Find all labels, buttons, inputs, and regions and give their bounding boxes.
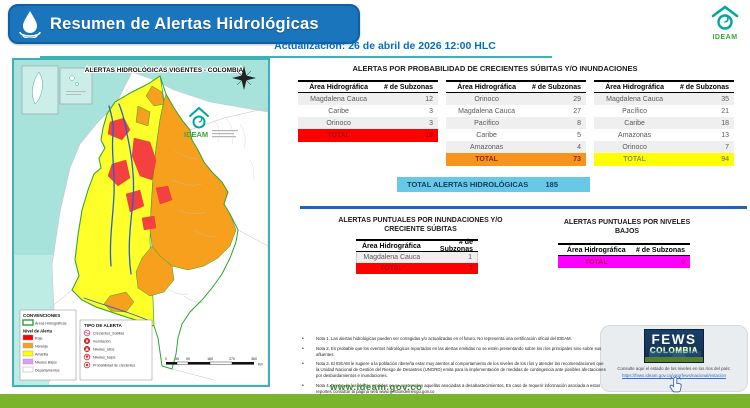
inset-providencia xyxy=(59,67,93,105)
table-header: Área Hidrográfica # de Subzonas xyxy=(298,80,438,93)
areas-label: Áreas Hidrográficas xyxy=(35,322,67,326)
table-header: Área Hidrográfica # de Subzonas xyxy=(356,239,478,253)
table-row: Magdalena Cauca 27 xyxy=(458,107,581,115)
update-timestamp: Actualización: 26 de abril de 2026 12:00… xyxy=(274,40,496,52)
fews-logo-text: FEWS xyxy=(651,332,697,347)
tipo-item-label: Inundación xyxy=(93,340,111,344)
tipo-item-label: Niveles_bajos xyxy=(93,356,116,360)
table-row: Amazonas 4 xyxy=(446,141,586,153)
map-title: ALERTAS HIDROLÓGICAS VIGENTES - COLOMBIA xyxy=(85,65,244,74)
fews-logo-skyline xyxy=(649,351,701,357)
colombia-outline xyxy=(71,75,239,370)
svg-text:45: 45 xyxy=(175,357,179,361)
inset-san-andres xyxy=(21,65,59,115)
ideam-url-watermark[interactable]: www.ideam.gov.co xyxy=(330,382,423,393)
prob-table-amarilla: Área Hidrográfica # de Subzonas Magdalena… xyxy=(594,80,734,166)
total-row-amarilla: TOTAL 94 xyxy=(594,153,734,166)
compass-icon xyxy=(232,66,256,90)
puntuales-bajos-table: Área Hidrográfica # de Subzonas TOTAL 0 xyxy=(558,243,690,268)
stream-lines xyxy=(163,149,217,303)
puntuales-inund-table: Área Hidrográfica # de Subzonas Magdalena… xyxy=(356,239,478,274)
teal-divider xyxy=(40,56,552,58)
page-title: Resumen de Alertas Hidrológicas xyxy=(50,14,319,33)
total-row-roja: TOTAL 18 xyxy=(298,129,438,142)
prob-table-naranja: Área Hidrográfica # de Subzonas Orinoco 29… xyxy=(446,80,586,166)
table-header: Área Hidrográfica # de Subzonas xyxy=(558,243,690,256)
ideam-map-logo: IDEAM xyxy=(184,106,238,139)
table-row: Caribe 18 xyxy=(594,117,734,129)
level-naranja-label: Naranja xyxy=(35,344,48,348)
fews-logo-subtext: COLOMBIA xyxy=(649,345,699,355)
table-row: Pacífico 8 xyxy=(446,117,586,129)
water-drop-icon xyxy=(10,10,50,38)
total-row-naranja: TOTAL 73 xyxy=(446,153,586,166)
prob-table-roja: Área Hidrográfica # de Subzonas Magdalena… xyxy=(298,80,438,142)
note-item: Nota 2. Es probable que los eventos hidr… xyxy=(300,346,606,358)
table-row: Caribe 5 xyxy=(476,131,581,139)
ideam-map-label: IDEAM xyxy=(184,130,208,139)
puntuales-inund-title: ALERTAS PUNTUALES POR INUNDACIONES Y/O C… xyxy=(338,217,503,234)
legend-convenciones: CONVENCIONES Áreas Hidrográficas Nivel d… xyxy=(19,309,77,381)
tipo-alerta-title: TIPO DE ALERTA xyxy=(84,323,122,328)
table-row: Magdalena Cauca 1 xyxy=(356,252,478,263)
header-bar: Resumen de Alertas Hidrológicas xyxy=(8,4,360,44)
tipo-item-label: Probabilidad de crecientes xyxy=(93,364,136,368)
note-item: Nota 3. El IDEAM le sugiere a la poblaci… xyxy=(300,361,606,379)
colombia-map: ALERTAS HIDROLÓGICAS VIGENTES - COLOMBIA… xyxy=(14,60,269,386)
total-alertas-label: TOTAL ALERTAS HIDROLÓGICAS xyxy=(407,180,529,189)
table-row: Orinoco 29 xyxy=(446,93,586,105)
nivel-title: Nivel de Alerta xyxy=(23,329,53,334)
svg-text:270: 270 xyxy=(229,357,235,361)
fews-logo-strip xyxy=(645,357,703,362)
legend-tipo-alerta: TIPO DE ALERTA Crecientes_Súbitas Inunda… xyxy=(79,319,153,381)
areas-swatch xyxy=(22,319,34,326)
colombia-alert-map-panel: ALERTAS HIDROLÓGICAS VIGENTES - COLOMBIA… xyxy=(12,58,270,387)
tipo-item-label: Crecientes_Súbitas xyxy=(93,332,124,336)
fews-colombia-card: FEWS COLOMBIA Consulte aquí el estado de… xyxy=(600,325,748,393)
level-roja-label: Roja xyxy=(35,336,42,340)
fews-caption: Consulte aquí el estado de los niveles e… xyxy=(617,366,731,371)
total-row-roja: TOTAL 1 xyxy=(356,263,478,274)
table-row: Magdalena Cauca 35 xyxy=(594,93,734,105)
svg-text:360: 360 xyxy=(251,357,257,361)
total-alertas-box: TOTAL ALERTAS HIDROLÓGICAS 185 xyxy=(397,177,590,192)
hand-cursor-icon xyxy=(667,375,684,398)
tipo-item-label: Niveles_altos xyxy=(93,348,115,352)
puntuales-bajos-title: ALERTAS PUNTUALES POR NIVELES BAJOS xyxy=(563,219,691,236)
probability-section-title: ALERTAS POR PROBABILIDAD DE CRECIENTES S… xyxy=(352,64,638,73)
level-departamentos-label: Departamentos xyxy=(35,368,60,372)
svg-text:180: 180 xyxy=(207,357,213,361)
river-lines xyxy=(83,103,153,323)
fews-link[interactable]: https://fews.ideam.gov.co/visorfews/naci… xyxy=(622,372,726,378)
table-row: Pacífico 21 xyxy=(622,107,729,115)
table-header: Área Hidrográfica # de Subzonas xyxy=(446,80,586,93)
convenciones-title: CONVENCIONES xyxy=(23,313,60,318)
table-header: Área Hidrográfica # de Subzonas xyxy=(594,80,734,93)
table-row: Magdalena Cauca 12 xyxy=(298,93,438,105)
ideam-label: IDEAM xyxy=(712,34,738,41)
section-divider xyxy=(300,206,747,209)
table-row: Caribe 3 xyxy=(328,107,433,115)
svg-text:90: 90 xyxy=(186,357,190,361)
scale-unit: Km xyxy=(258,363,263,367)
note-item: Nota 1. Las alertas hidrológicas pueden … xyxy=(300,336,606,343)
ideam-swirl-icon xyxy=(711,5,739,30)
note-item: Nota 4. Dentro de las alertas emitidas n… xyxy=(300,383,606,395)
table-row: Amazonas 13 xyxy=(618,131,729,139)
fews-colombia-logo: FEWS COLOMBIA xyxy=(644,329,704,363)
scale-bar: 0 45 90 180 270 360 Km xyxy=(165,357,263,367)
svg-text:0: 0 xyxy=(165,357,167,361)
level-niveles-bajos-label: Niveles Bajos xyxy=(35,360,57,364)
ideam-logo: IDEAM xyxy=(702,5,748,41)
notes-list: Nota 1. Las alertas hidrológicas pueden … xyxy=(300,336,606,398)
total-alertas-value: 185 xyxy=(545,180,558,189)
level-bajos-label: Amarilla xyxy=(35,352,48,356)
footer-bar xyxy=(0,394,750,408)
total-row-magenta: TOTAL 0 xyxy=(558,256,690,268)
table-row: Orinoco 7 xyxy=(594,141,734,153)
table-row: Orinoco 3 xyxy=(298,117,438,129)
